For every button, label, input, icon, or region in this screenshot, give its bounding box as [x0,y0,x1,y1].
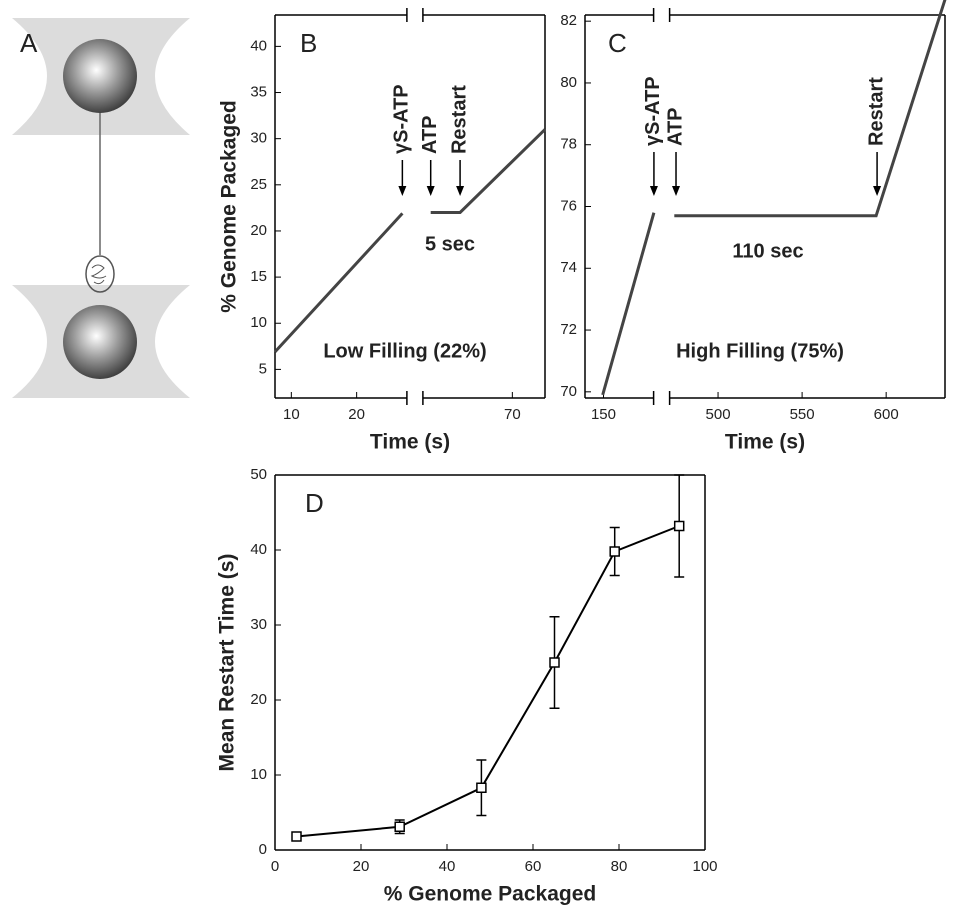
arrow-head [873,186,882,196]
annotation: Restart [448,85,470,154]
note: 5 sec [425,233,475,255]
y-tick-label: 70 [560,383,577,400]
arrow-head [426,186,435,196]
panel-label: A [20,28,38,58]
y-tick-label: 30 [250,130,267,147]
y-tick-label: 76 [560,197,577,214]
y-tick-label: 20 [250,222,267,239]
arrow-head [672,186,681,196]
panel-a-diagram: A [12,18,190,398]
y-axis-title: Mean Restart Time (s) [216,554,239,772]
x-tick-label: 100 [692,858,717,875]
y-tick-label: 72 [560,321,577,338]
bead [63,305,137,379]
annotation: ATP [419,115,441,154]
x-tick-label: 0 [271,858,279,875]
x-tick-label: 500 [706,406,731,423]
y-tick-label: 50 [250,466,267,483]
x-tick-label: 550 [790,406,815,423]
point [291,831,302,842]
note: Low Filling (22%) [323,340,486,362]
x-axis-title: Time (s) [370,431,450,454]
bead [63,39,137,113]
point [394,821,405,832]
x-axis-title: Time (s) [725,431,805,454]
arrow-head [649,186,658,196]
panel-label: D [305,488,324,518]
data-line [273,128,547,353]
data-line [601,0,947,396]
y-tick-label: 30 [250,616,267,633]
arrow-head [398,186,407,196]
y-tick-label: 82 [560,12,577,29]
note: High Filling (75%) [676,340,844,362]
x-axis-title: % Genome Packaged [384,883,596,906]
data-line [296,525,680,838]
capsid [85,255,115,293]
y-tick-label: 78 [560,136,577,153]
x-tick-label: 10 [283,406,300,423]
y-tick-label: 35 [250,83,267,100]
y-tick-label: 74 [560,259,577,276]
arrow-head [456,186,465,196]
x-tick-label: 20 [353,858,370,875]
y-axis-title: % Genome Packaged [218,100,241,312]
point [476,782,487,793]
y-tick-label: 5 [259,360,267,377]
panel-label: C [608,28,627,58]
y-tick-label: 20 [250,691,267,708]
y-tick-label: 15 [250,268,267,285]
point [673,520,685,532]
x-tick-label: 60 [525,858,542,875]
x-tick-label: 70 [504,406,521,423]
panel-label: B [300,28,317,58]
x-tick-label: 150 [591,406,616,423]
y-tick-label: 40 [250,541,267,558]
y-tick-label: 10 [250,314,267,331]
note: 110 sec [732,240,803,262]
y-tick-label: 0 [259,841,267,858]
annotation: ATP [664,107,686,146]
x-tick-label: 20 [348,406,365,423]
annotation: γS-ATP [391,84,413,154]
y-tick-label: 25 [250,176,267,193]
y-tick-label: 40 [250,37,267,54]
x-tick-label: 600 [874,406,899,423]
y-tick-label: 10 [250,766,267,783]
dna-coil [90,264,107,285]
y-tick-label: 80 [560,74,577,91]
annotation: Restart [865,77,887,146]
point [609,546,620,557]
x-tick-label: 80 [611,858,628,875]
x-tick-label: 40 [439,858,456,875]
point [549,657,560,668]
annotation: γS-ATP [642,76,664,146]
